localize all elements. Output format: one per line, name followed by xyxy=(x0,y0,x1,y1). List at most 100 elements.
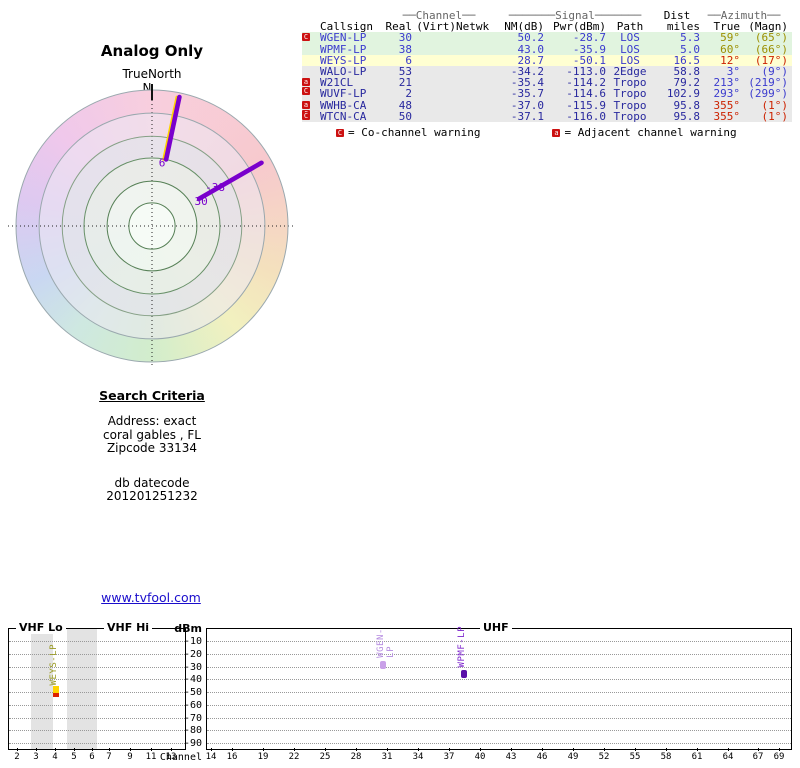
cell-az_magn: (65°) xyxy=(754,31,788,45)
header-az_true: True xyxy=(713,20,741,34)
cell-az_magn: (9°) xyxy=(761,64,789,78)
cell-virt xyxy=(412,66,456,77)
channel-tick-label: 67 xyxy=(752,752,764,762)
header-callsign: Callsign xyxy=(320,20,373,34)
cell-real: 30 xyxy=(398,31,412,45)
station-bar xyxy=(53,686,59,694)
cell-az_magn: (66°) xyxy=(754,42,788,56)
channel-tick-label: 55 xyxy=(629,752,641,762)
search-address: Address: exact xyxy=(107,414,197,428)
channel-tick-label: 69 xyxy=(773,752,785,762)
cell-miles: 58.8 xyxy=(673,64,701,78)
tvfool-link[interactable]: www.tvfool.com xyxy=(101,590,201,605)
cell-az_true: 60° xyxy=(720,42,740,56)
header-nm: NM(dB) xyxy=(504,20,544,34)
header-group: ───────Signal─────── xyxy=(508,9,642,22)
gridline xyxy=(9,692,185,693)
cell-az_magn: (299°) xyxy=(748,87,788,101)
cell-badges: aC xyxy=(302,100,320,118)
cell-badges xyxy=(302,66,320,77)
cell-nm: -34.2 xyxy=(510,64,544,78)
cell-miles: 95.8 xyxy=(673,109,701,123)
channel-tick xyxy=(130,748,131,751)
cell-real: 6 xyxy=(405,53,412,67)
y-tick-label: -50 xyxy=(183,687,202,698)
header-netwk: Netwk xyxy=(456,20,490,34)
co-channel-badge: C xyxy=(336,128,344,137)
cell-callsign: WGEN-LP xyxy=(320,31,367,45)
cell-pwr: -115.9 xyxy=(566,98,606,112)
gridline xyxy=(9,653,185,655)
table-row: WEYS-LP 6 28.7 -50.1 LOS 16.5 12° (17°) xyxy=(302,55,792,66)
table-row: C WTCN-CA 50 -37.1 -116.0 Tropo 95.8 355° (1°) xyxy=(302,109,792,123)
channel-tick-label: 2 xyxy=(14,752,20,762)
channel-tick-label: 19 xyxy=(257,752,269,762)
table-legend: C = Co-channel warning a = Adjacent channel… xyxy=(302,127,792,138)
cell-real: 21 xyxy=(398,76,412,90)
svg-text:-38: -38 xyxy=(205,181,225,194)
cell-nm: 28.7 xyxy=(517,53,545,67)
spectrum-chart: -10 -20 -30 -40 -50 -60 -70 -80 -90 dBm VHF Lo VHF … xyxy=(0,620,800,768)
cell-miles: 95.8 xyxy=(673,98,701,112)
channel-tick-label: 49 xyxy=(567,752,579,762)
cell-netwk xyxy=(456,66,496,77)
channel-tick xyxy=(92,748,93,751)
gridline xyxy=(9,730,185,732)
cell-az_true: 59° xyxy=(720,31,740,45)
cell-pwr: -50.1 xyxy=(572,53,606,67)
channel-tick xyxy=(17,748,18,751)
cell-az_true: 213° xyxy=(713,76,741,90)
channel-tick-label: 7 xyxy=(106,752,112,762)
station-label: WGEN-LP xyxy=(376,628,396,658)
radar-title: Analog Only xyxy=(100,42,204,60)
cell-real: 53 xyxy=(398,64,412,78)
channel-tick-label: 13 xyxy=(165,752,177,762)
channel-tick xyxy=(697,748,698,751)
channel-tick xyxy=(779,748,780,751)
cell-virt xyxy=(412,44,456,55)
channel-tick-label: 4 xyxy=(52,752,58,762)
cell-nm: 43.0 xyxy=(517,42,545,56)
db-datecode-value: 201201251232 xyxy=(106,489,198,503)
cell-virt xyxy=(412,111,456,122)
cell-real: 48 xyxy=(398,98,412,112)
channel-tick xyxy=(635,748,636,751)
gridline xyxy=(207,704,791,706)
vhf-box xyxy=(8,628,186,750)
svg-text:30: 30 xyxy=(194,195,207,208)
cell-path: Tropo xyxy=(613,98,647,112)
search-criteria-heading: Search Criteria xyxy=(99,388,205,403)
cell-pwr: -114.6 xyxy=(566,87,606,101)
cell-az_true: 293° xyxy=(713,87,741,101)
header-badges xyxy=(302,21,320,32)
legend-text: = Co-channel warning xyxy=(348,125,481,139)
cell-path: LOS xyxy=(620,42,640,56)
table-header: Callsign Real (Virt) Netwk NM(dB) Pwr(dBm) Pat… xyxy=(302,21,792,32)
cell-netwk xyxy=(456,77,496,88)
cell-pwr: -116.0 xyxy=(566,109,606,123)
y-tick-label: -40 xyxy=(183,674,202,686)
table-row: WALO-LP 53 -34.2 -113.0 2Edge 58.8 3° (9°) xyxy=(302,66,792,77)
station-bar xyxy=(461,670,467,678)
cell-az_true: 3° xyxy=(726,64,740,78)
cell-az_true: 12° xyxy=(720,53,740,67)
cell-netwk xyxy=(456,100,496,111)
legend-text: = Adjacent channel warning xyxy=(564,125,737,139)
co-channel-badge: C xyxy=(302,111,310,120)
gridline xyxy=(207,692,791,693)
channel-tick-label: 5 xyxy=(71,752,77,762)
header-group: Dist xyxy=(663,9,691,22)
cell-virt xyxy=(412,32,456,43)
cell-virt xyxy=(412,88,456,99)
gridline xyxy=(207,730,791,732)
uhf-box xyxy=(206,628,792,750)
header-virt: (Virt) xyxy=(416,20,456,34)
cell-az_true: 355° xyxy=(713,109,741,123)
cell-az_magn: (1°) xyxy=(761,98,789,112)
radar-plot: Analog Only TrueNorth N 6 -38 30 xyxy=(2,40,302,384)
channel-tick-label: 28 xyxy=(350,752,362,762)
cell-az_magn: (219°) xyxy=(748,76,788,90)
gridline xyxy=(207,653,791,655)
